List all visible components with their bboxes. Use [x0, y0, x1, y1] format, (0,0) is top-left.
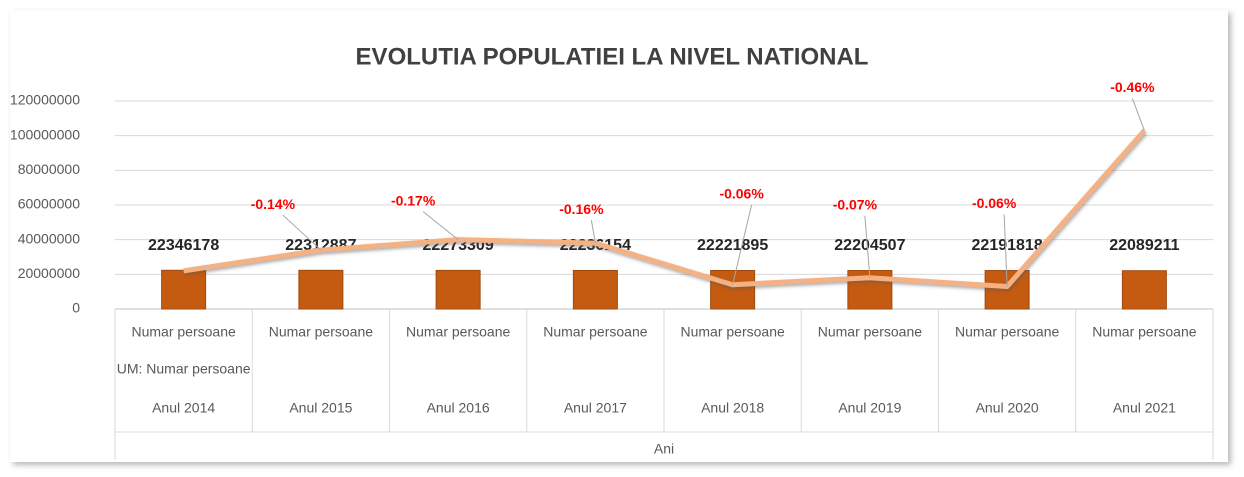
point-label: -0.46% [1110, 79, 1155, 95]
category-row-label: Numar persoane [131, 324, 235, 340]
category-row-label: Numar persoane [543, 324, 647, 340]
y-tick-label: 80000000 [18, 161, 81, 177]
bar [435, 269, 481, 310]
bar [161, 269, 207, 310]
bar [1121, 270, 1167, 310]
chart-frame [10, 10, 1228, 462]
leader-line [590, 220, 596, 244]
x-tick-label: Anul 2018 [701, 400, 764, 416]
bar-value-label: 22204507 [834, 237, 905, 254]
y-tick-label: 0 [72, 300, 80, 316]
point-label: -0.17% [391, 192, 436, 208]
leader-line [864, 215, 871, 278]
leader-line [422, 211, 459, 241]
leader-line [1131, 98, 1145, 131]
x-group-label: Ani [654, 441, 674, 457]
category-row-label: Numar persoane [818, 324, 922, 340]
bar-value-label: 22191818 [972, 237, 1043, 254]
bar-value-label: 22221895 [697, 237, 768, 254]
bar-value-label: 22089211 [1109, 237, 1179, 254]
bar [710, 269, 756, 310]
category-row-label: Numar persoane [955, 324, 1059, 340]
point-label: -0.16% [559, 201, 604, 217]
point-label: -0.06% [972, 195, 1017, 211]
category-row-label: Numar persoane [1092, 324, 1196, 340]
chart-title: EVOLUTIA POPULATIEI LA NIVEL NATIONAL [356, 43, 869, 70]
point-label: -0.06% [719, 185, 764, 201]
leader-line [1003, 214, 1008, 287]
x-tick-label: Anul 2017 [564, 400, 627, 416]
category-row-label: Numar persoane [680, 324, 784, 340]
bar [298, 269, 344, 310]
y-tick-label: 100000000 [10, 126, 80, 142]
leader-line [732, 204, 753, 285]
x-tick-label: Anul 2020 [976, 400, 1039, 416]
y-tick-label: 120000000 [10, 92, 80, 108]
x-tick-label: Anul 2021 [1113, 400, 1176, 416]
x-tick-label: Anul 2014 [152, 400, 215, 416]
y-tick-label: 20000000 [18, 265, 81, 281]
leader-line [282, 214, 322, 251]
unit-label: UM: Numar persoane [117, 361, 251, 377]
category-row-label: Numar persoane [269, 324, 373, 340]
y-tick-label: 60000000 [18, 196, 81, 212]
point-label: -0.07% [833, 197, 878, 213]
category-row-label: Numar persoane [406, 324, 510, 340]
bar-value-label: 22346178 [148, 237, 219, 254]
point-label: -0.14% [251, 196, 296, 212]
x-tick-label: Anul 2016 [427, 400, 490, 416]
y-tick-label: 40000000 [18, 230, 81, 246]
bar [572, 269, 618, 310]
x-tick-label: Anul 2019 [838, 400, 901, 416]
x-tick-label: Anul 2015 [289, 400, 352, 416]
line [183, 128, 1147, 289]
